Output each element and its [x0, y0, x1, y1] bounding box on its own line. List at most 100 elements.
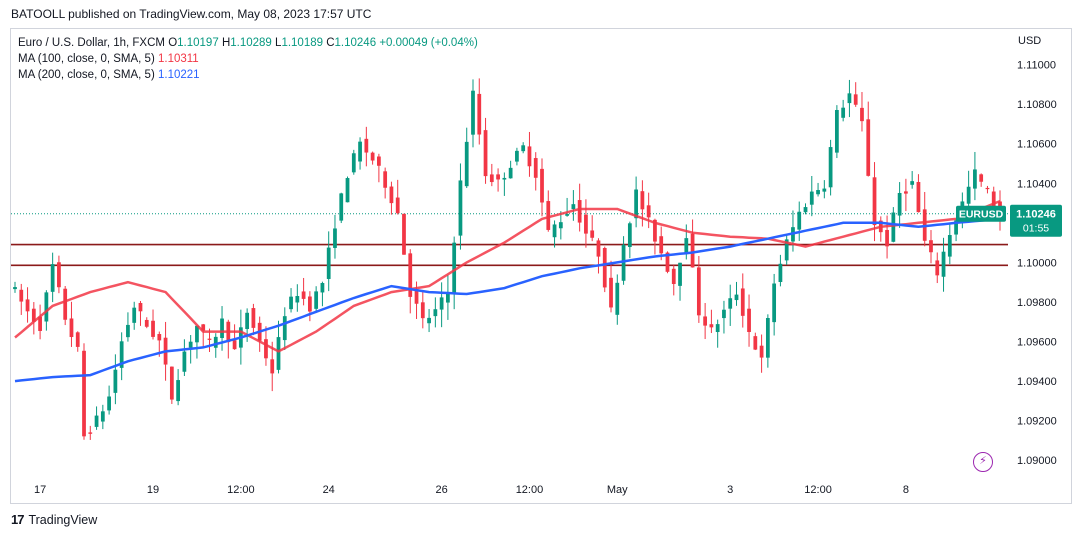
candle-body: [521, 145, 526, 152]
candle-body: [540, 168, 544, 203]
candle-body: [904, 191, 908, 194]
candle-body: [747, 308, 751, 333]
price-axis[interactable]: USD1.110001.108001.106001.104001.102001.…: [1017, 35, 1057, 467]
candle-body: [841, 107, 846, 118]
candle-body: [558, 222, 563, 229]
candle-body: [571, 204, 576, 210]
candle-body: [690, 233, 695, 268]
candle-body: [88, 432, 93, 434]
candle-body: [684, 238, 689, 254]
candle-body: [100, 411, 105, 422]
candle-body: [433, 309, 438, 317]
candle-body: [44, 292, 49, 322]
price-tick-label: 1.10600: [1017, 139, 1057, 151]
ma100-label: MA (100, close, 0, SMA, 5): [18, 53, 155, 65]
footer: 17 TradingView: [11, 512, 97, 527]
price-tick-label: 1.09200: [1017, 416, 1057, 428]
candle-body: [885, 229, 889, 247]
candle-body: [910, 181, 915, 185]
current-price-tag: [1010, 204, 1062, 237]
time-axis[interactable]: 17 19 12:00 24 26 12:00 May 3 12:00 8: [34, 484, 909, 496]
symbol-tag: [956, 205, 1006, 222]
candle-body: [13, 287, 17, 290]
candle-body: [201, 324, 206, 331]
candle-body: [339, 193, 344, 221]
candle-body: [320, 283, 325, 293]
candle-body: [75, 332, 80, 347]
candle-body: [220, 318, 224, 339]
candle-body: [383, 171, 388, 188]
legend-symbol-row: Euro / U.S. Dollar, 1h, FXCM O1.10197 H1…: [18, 35, 478, 51]
price-tick-label: 1.10400: [1017, 178, 1057, 190]
candle-body: [182, 351, 187, 372]
l-label: L: [275, 37, 282, 49]
candle-body: [872, 177, 877, 226]
candle-body: [590, 230, 595, 238]
candles: [13, 78, 1002, 440]
candle-body: [94, 415, 99, 427]
candle-body: [897, 192, 902, 216]
candle-body: [722, 309, 726, 319]
candle-body: [602, 248, 607, 288]
candle-body: [126, 324, 130, 338]
candle-body: [772, 283, 777, 323]
candle-body: [307, 296, 312, 312]
candle-body: [797, 211, 802, 230]
candle-body: [778, 263, 783, 282]
candle-body: [264, 339, 268, 359]
candle-body: [169, 366, 174, 400]
lightning-icon[interactable]: ⚡: [973, 452, 993, 472]
candle-body: [402, 213, 406, 255]
symbol-line: Euro / U.S. Dollar, 1h, FXCM: [18, 37, 165, 49]
candle-body: [289, 296, 293, 310]
candle-body: [822, 188, 827, 192]
candle-body: [251, 308, 256, 328]
candle-body: [985, 187, 990, 190]
candle-body: [552, 224, 557, 238]
candle-body: [891, 212, 896, 242]
horizontal-levels: [11, 213, 1008, 267]
published-line: BATOOLL published on TradingView.com, Ma…: [11, 7, 372, 21]
candle-body: [377, 156, 381, 166]
candle-body: [860, 107, 864, 122]
legend-ma100-row[interactable]: MA (100, close, 0, SMA, 5) 1.10311: [18, 51, 478, 67]
candle-body: [370, 152, 375, 161]
candle-body: [489, 174, 494, 183]
candle-body: [809, 191, 814, 205]
candle-body: [533, 158, 538, 178]
c-value: 1.10246: [334, 37, 377, 49]
candle-body: [646, 205, 651, 218]
candle-body: [565, 214, 569, 216]
candle-body: [627, 223, 632, 248]
candle-body: [213, 336, 218, 348]
candle-body: [69, 318, 74, 338]
o-value: 1.10197: [177, 37, 219, 49]
price-tick-label: 1.10000: [1017, 257, 1057, 269]
price-axis-currency: USD: [1018, 35, 1041, 47]
candle-body: [816, 190, 820, 195]
candle-body: [25, 299, 30, 312]
o-label: O: [168, 37, 178, 49]
candle-body: [621, 244, 626, 281]
candle-body: [847, 93, 852, 104]
candle-body: [502, 177, 507, 180]
candle-body: [113, 369, 118, 393]
candle-body: [615, 282, 620, 315]
candle-body: [508, 167, 513, 179]
candle-body: [364, 138, 369, 153]
candle-body: [634, 189, 638, 219]
candle-body: [659, 236, 664, 254]
candle-body: [38, 316, 42, 331]
candle-body: [333, 228, 337, 248]
candle-body: [916, 181, 921, 213]
candle-body: [866, 119, 871, 176]
chart-frame[interactable]: [10, 28, 1072, 504]
price-tick-label: 1.09400: [1017, 376, 1057, 388]
legend-ma200-row[interactable]: MA (200, close, 0, SMA, 5) 1.10221: [18, 67, 478, 83]
candle-body: [784, 239, 789, 261]
change-value: +0.00049 (+0.04%): [379, 37, 478, 49]
candle-body: [188, 341, 193, 348]
candle-body: [207, 338, 212, 340]
candle-body: [245, 312, 250, 329]
